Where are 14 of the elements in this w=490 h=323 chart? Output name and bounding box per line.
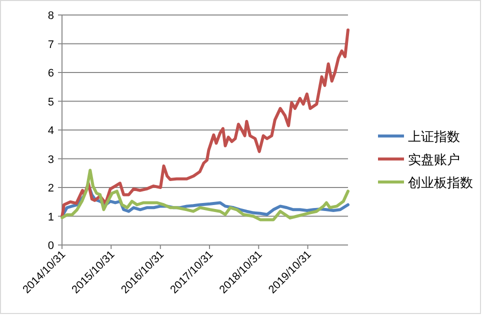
y-tick-label: 7 bbox=[48, 38, 54, 51]
y-tick-label: 6 bbox=[48, 68, 54, 80]
legend-label: 上证指数 bbox=[408, 129, 460, 144]
y-tick-label: 8 bbox=[48, 10, 54, 22]
y-tick-label: 5 bbox=[48, 96, 54, 108]
y-tick-label: 4 bbox=[48, 125, 54, 137]
y-tick-label: 0 bbox=[48, 240, 54, 252]
line-series bbox=[60, 168, 350, 222]
y-tick-label: 3 bbox=[48, 154, 54, 166]
y-tick-label: 1 bbox=[48, 211, 54, 224]
line-series bbox=[60, 28, 350, 218]
legend-label: 创业板指数 bbox=[408, 175, 473, 190]
legend-label: 实盘账户 bbox=[408, 152, 460, 167]
y-tick-label: 2 bbox=[48, 182, 54, 194]
